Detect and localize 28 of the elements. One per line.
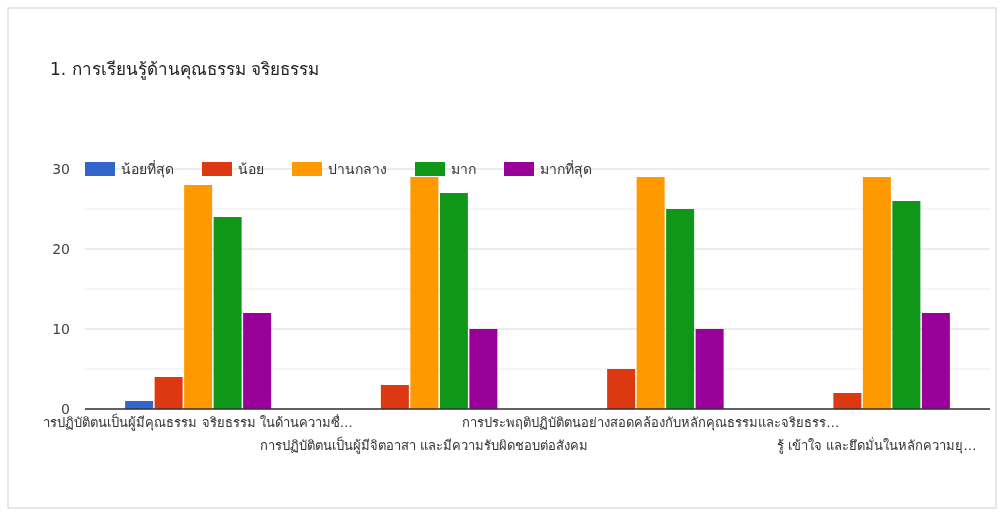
bar [439, 193, 468, 409]
x-tick-label: รู้ เข้าใจ และยึดมั่นในหลักความยุ… [777, 437, 977, 454]
bar [607, 369, 636, 409]
x-tick-label: การประพฤติปฏิบัติตนอย่างสอดคล้องกับหลักคุณธรรมและจริยธรร… [462, 415, 840, 431]
bar [666, 209, 695, 409]
bar [921, 313, 950, 409]
x-tick-label: การปฏิบัติตนเป็นผู้มีจิตอาสา และมีความรับผิดชอบต่อสังคม [260, 436, 589, 454]
legend-label: มากที่สุด [540, 160, 592, 178]
bar [636, 177, 665, 409]
y-tick-label: 20 [52, 241, 70, 257]
legend-label: มาก [451, 161, 476, 177]
bar [862, 177, 891, 409]
bar [892, 201, 921, 409]
bar [833, 393, 862, 409]
legend-label: น้อย [238, 161, 264, 177]
y-tick-label: 30 [52, 161, 70, 177]
bar [243, 313, 272, 409]
bar [184, 185, 213, 409]
bar [154, 377, 183, 409]
y-tick-label: 10 [52, 321, 70, 337]
legend-label: ปานกลาง [328, 161, 387, 177]
bar [695, 329, 724, 409]
bar [469, 329, 498, 409]
chart-title: 1. การเรียนรู้ด้านคุณธรรม จริยธรรม [50, 59, 320, 80]
bar [410, 177, 439, 409]
legend-label: น้อยที่สุด [121, 160, 174, 178]
bar [380, 385, 409, 409]
bar [213, 217, 242, 409]
